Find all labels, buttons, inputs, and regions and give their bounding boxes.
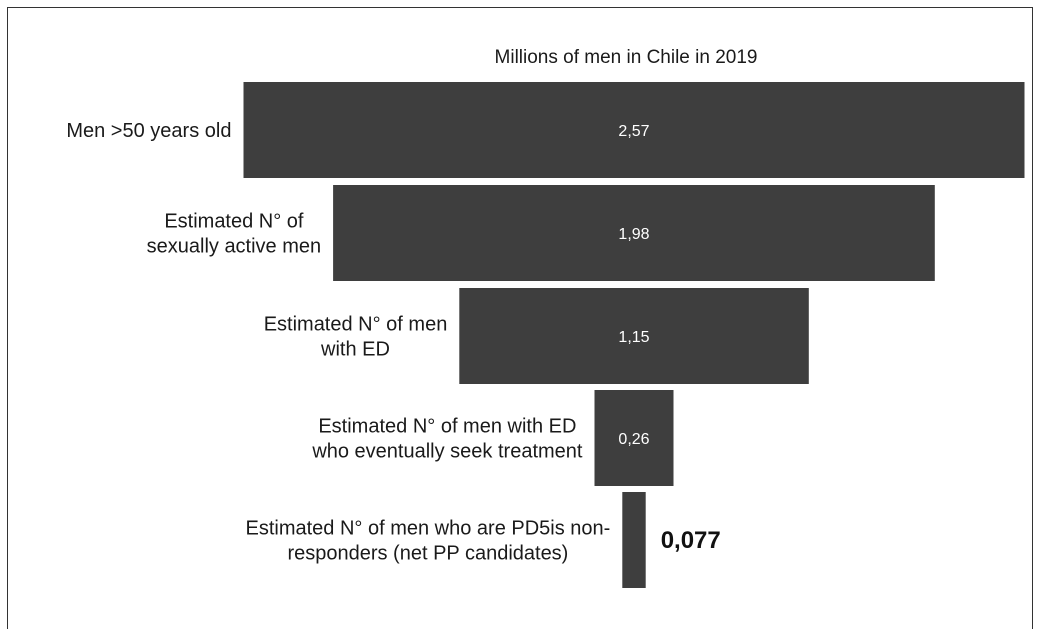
value-label-5: 0,077 (661, 527, 721, 554)
value-label-3: 1,15 (618, 329, 649, 346)
value-label-4: 0,26 (618, 431, 649, 448)
funnel-bar-2 (333, 185, 935, 281)
chart-frame (7, 7, 1033, 629)
category-label-line: Estimated N° of men (264, 314, 448, 336)
funnel-bar-3 (459, 288, 809, 384)
category-label-line: with ED (320, 339, 390, 361)
chart-title: Millions of men in Chile in 2019 (495, 47, 758, 68)
category-label-line: responders (net PP candidates) (287, 543, 568, 565)
funnel-bar-1 (243, 82, 1025, 178)
funnel-bar-5 (622, 492, 646, 588)
funnel-bar-4 (594, 390, 674, 486)
category-label-line: Estimated N° of men who are PD5is non- (245, 518, 610, 540)
category-label-5: Estimated N° of men who are PD5is non-re… (245, 518, 610, 565)
category-label-2: Estimated N° of sexually active men (147, 211, 322, 258)
category-label-1: Men >50 years old (66, 120, 231, 142)
category-label-line: who eventually seek treatment (311, 441, 583, 463)
category-label-line: sexually active men (147, 236, 322, 258)
category-label-line: Men >50 years old (66, 120, 231, 142)
category-label-line: Estimated N° of (164, 211, 304, 233)
category-label-line: Estimated N° of men with ED (318, 416, 576, 438)
category-label-3: Estimated N° of men with ED (264, 314, 448, 361)
category-labels: Men >50 years old Estimated N° of sexually… (66, 120, 610, 565)
value-labels: 2,57 1,98 1,15 0,26 0,077 (618, 123, 720, 554)
category-label-4: Estimated N° of men with ED who eventuall… (311, 416, 583, 463)
value-label-2: 1,98 (618, 226, 649, 243)
value-label-1: 2,57 (618, 123, 649, 140)
funnel-bars (243, 82, 1025, 588)
